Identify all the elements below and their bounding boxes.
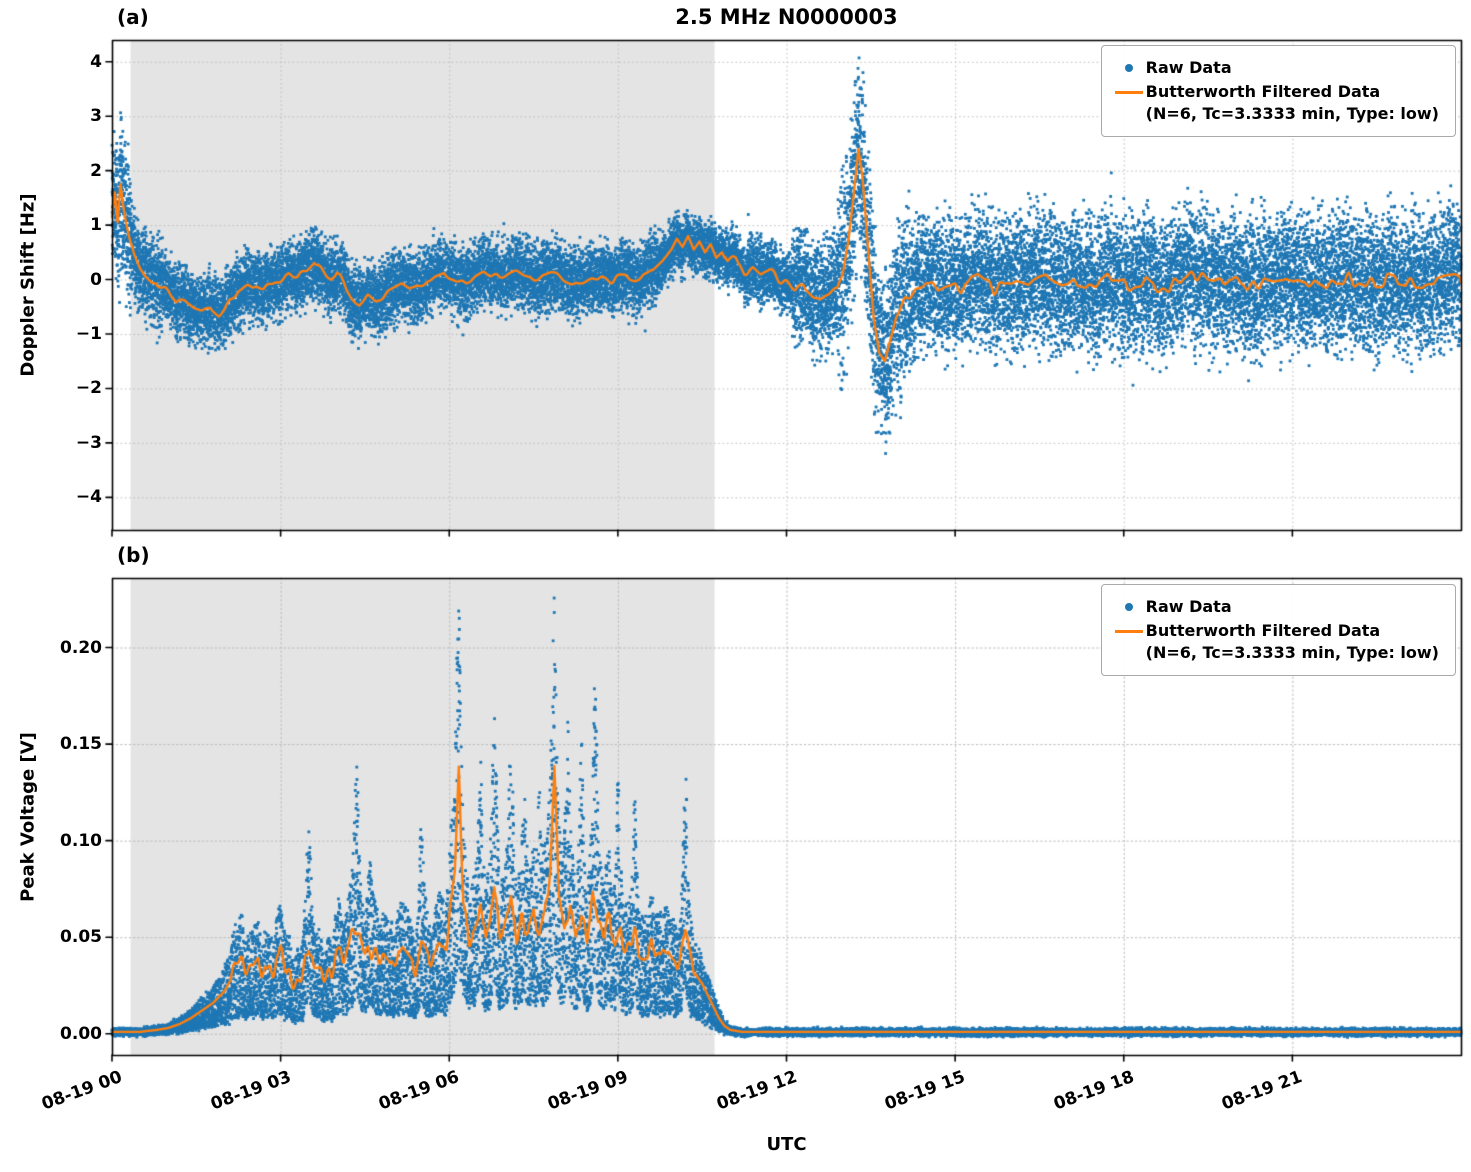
panel-a-ylabel: Doppler Shift [Hz]: [17, 193, 39, 377]
legend-row-raw: Raw Data: [1112, 57, 1439, 79]
y-tick-label: 4: [90, 51, 102, 72]
panel-b-legend: Raw Data Butterworth Filtered Data (N=6,…: [1100, 584, 1456, 676]
y-tick-label: −4: [75, 487, 102, 508]
legend-filtered-label: Butterworth Filtered Data: [1145, 82, 1381, 101]
panel-a-label: (a): [117, 5, 149, 29]
panel-b-label: (b): [117, 543, 150, 567]
legend-filtered-sublabel: (N=6, Tc=3.3333 min, Type: low): [1145, 643, 1439, 662]
y-tick-label: −2: [75, 378, 102, 399]
y-tick-label: 1: [90, 215, 102, 236]
y-tick-label: 0.05: [60, 927, 102, 948]
legend-filtered-label: Butterworth Filtered Data: [1145, 621, 1381, 640]
legend-raw-label: Raw Data: [1145, 597, 1232, 616]
y-tick-label: 2: [90, 160, 102, 181]
y-tick-label: 0.10: [60, 830, 102, 851]
y-tick-label: 0.15: [60, 734, 102, 755]
y-tick-label: 0.00: [60, 1023, 102, 1044]
y-tick-label: 3: [90, 106, 102, 127]
y-tick-label: −3: [75, 432, 102, 453]
raw-data-dot-icon: [1112, 57, 1146, 79]
legend-row-filtered: Butterworth Filtered Data (N=6, Tc=3.333…: [1112, 620, 1439, 664]
y-tick-label: 0.20: [60, 637, 102, 658]
legend-row-filtered: Butterworth Filtered Data (N=6, Tc=3.333…: [1112, 81, 1439, 125]
panel-a-legend: Raw Data Butterworth Filtered Data (N=6,…: [1100, 45, 1456, 137]
legend-raw-label: Raw Data: [1145, 58, 1232, 77]
panel-b-ylabel: Peak Voltage [V]: [17, 732, 39, 902]
filtered-line-icon: [1112, 81, 1146, 103]
y-tick-label: 0: [90, 269, 102, 290]
y-tick-label: −1: [75, 324, 102, 344]
x-axis-label: UTC: [766, 1134, 807, 1155]
figure-title: 2.5 MHz N0000003: [675, 5, 898, 29]
raw-data-dot-icon: [1112, 596, 1146, 618]
legend-row-raw: Raw Data: [1112, 596, 1439, 618]
filtered-line-icon: [1112, 620, 1146, 642]
legend-filtered-sublabel: (N=6, Tc=3.3333 min, Type: low): [1145, 104, 1439, 123]
